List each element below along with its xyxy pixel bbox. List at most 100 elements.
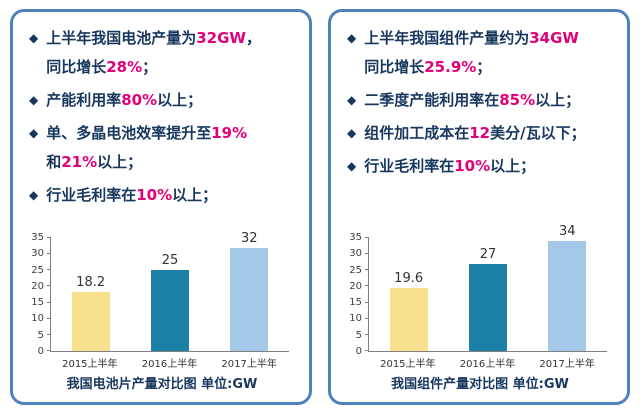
- y-tick-label: 25: [349, 264, 362, 276]
- text-segment: ；: [476, 58, 492, 76]
- text-segment: 产能利用率: [46, 91, 122, 109]
- y-tick-label: 25: [31, 264, 44, 276]
- text-segment: ；: [142, 58, 158, 76]
- text-segment: 行业毛利率在: [364, 157, 455, 175]
- y-axis: 0 5 10 15 20 25 30 35: [345, 233, 367, 357]
- text-segment: 和: [46, 153, 62, 171]
- bullet-item: ◆ 产能利用率80%以上；: [29, 86, 297, 115]
- module-production-chart: 0 5 10 15 20 25 30 35 19.6 27 34 2015上半年 2016上半年 20…: [345, 224, 613, 370]
- x-tick-label: 2015上半年: [62, 359, 118, 370]
- x-tick-label: 2016上半年: [459, 359, 516, 370]
- bar: [71, 292, 110, 351]
- y-tick-mark: [47, 301, 51, 303]
- bullet-item: ◆ 行业毛利率在10%以上；: [29, 181, 297, 210]
- bullet-item: ◆ 上半年我国电池产量为32GW， 同比增长28%；: [29, 24, 297, 82]
- bar-group: 27: [449, 238, 528, 351]
- y-tick-mark: [365, 301, 369, 303]
- y-tick-label: 15: [31, 297, 44, 309]
- highlighted-value: 10%: [136, 186, 173, 204]
- y-tick-mark: [365, 317, 369, 319]
- x-tick-label: 2016上半年: [141, 359, 198, 370]
- bar: [389, 287, 428, 351]
- x-axis-labels: 2015上半年 2016上半年 2017上半年: [368, 355, 607, 370]
- text-segment: 以上；: [97, 153, 143, 171]
- y-tick-label: 10: [31, 313, 44, 325]
- bullet-list: ◆ 上半年我国电池产量为32GW， 同比增长28%； ◆ 产能利用率80%以上； ◆ 单、多…: [27, 24, 297, 222]
- text-segment: 组件加工成本在: [364, 124, 470, 142]
- highlighted-value: 28%: [106, 58, 143, 76]
- text-segment: 以上；: [490, 157, 536, 175]
- y-tick-label: 35: [31, 232, 44, 243]
- bar-value-label: 18.2: [76, 275, 106, 291]
- text-segment: 以上；: [535, 91, 581, 109]
- text-segment: 上半年我国电池产量为: [46, 29, 197, 47]
- bar-group: 32: [210, 231, 289, 351]
- y-tick-label: 20: [349, 280, 362, 292]
- bullet-text: 单、多晶电池效率提升至19% 和21%以上；: [46, 119, 297, 177]
- y-tick-mark: [47, 269, 51, 271]
- y-tick-mark: [365, 237, 369, 238]
- diamond-bullet-icon: ◆: [29, 188, 39, 202]
- bar-group: 19.6: [369, 238, 448, 351]
- y-tick-mark: [47, 237, 51, 238]
- highlighted-value: 80%: [121, 91, 158, 109]
- highlighted-value: 32GW: [196, 29, 246, 47]
- bar-value-label: 19.6: [394, 270, 424, 286]
- y-tick-label: 20: [31, 280, 44, 292]
- y-tick-mark: [47, 285, 51, 287]
- y-tick-label: 30: [349, 248, 362, 260]
- bullet-item: ◆ 二季度产能利用率在85%以上；: [347, 86, 615, 115]
- diamond-bullet-icon: ◆: [347, 93, 357, 107]
- diamond-bullet-icon: ◆: [347, 159, 357, 173]
- bar-value-label: 34: [559, 224, 576, 240]
- text-segment: 以上；: [172, 186, 218, 204]
- bullet-item: ◆ 单、多晶电池效率提升至19% 和21%以上；: [29, 119, 297, 177]
- text-segment: 同比增长: [364, 58, 425, 76]
- diamond-bullet-icon: ◆: [29, 31, 39, 45]
- battery-production-chart: 0 5 10 15 20 25 30 35 18.2 25 32 2015上半年 2016上半年 20…: [27, 224, 295, 370]
- text-segment: 以上；: [157, 91, 203, 109]
- highlighted-value: 85%: [499, 91, 536, 109]
- y-tick-label: 0: [355, 346, 362, 357]
- bar-value-label: 25: [161, 253, 179, 269]
- diamond-bullet-icon: ◆: [29, 93, 39, 107]
- panel-module: ◆ 上半年我国组件产量约为34GW 同比增长25.9%； ◆ 二季度产能利用率在85%以…: [328, 9, 630, 405]
- plot-area: 18.2 25 32: [47, 231, 289, 352]
- x-axis-labels: 2015上半年 2016上半年 2017上半年: [50, 355, 289, 370]
- panel-battery: ◆ 上半年我国电池产量为32GW， 同比增长28%； ◆ 产能利用率80%以上； ◆ 单、多…: [10, 9, 312, 405]
- bullet-text: 上半年我国组件产量约为34GW 同比增长25.9%；: [364, 24, 615, 82]
- y-axis: 0 5 10 15 20 25 30 35: [27, 233, 49, 357]
- y-tick-mark: [365, 253, 369, 255]
- diamond-bullet-icon: ◆: [29, 126, 39, 140]
- highlighted-value: 12: [469, 124, 491, 142]
- highlighted-value: 21%: [61, 153, 98, 171]
- bullet-item: ◆ 组件加工成本在12美分/瓦以下；: [347, 119, 615, 148]
- bullet-text: 行业毛利率在10%以上；: [46, 181, 297, 210]
- bullet-list: ◆ 上半年我国组件产量约为34GW 同比增长25.9%； ◆ 二季度产能利用率在85%以…: [345, 24, 615, 222]
- y-tick-mark: [365, 269, 369, 271]
- diamond-bullet-icon: ◆: [347, 31, 357, 45]
- bullet-item: ◆ 行业毛利率在10%以上；: [347, 152, 615, 181]
- x-tick-label: 2017上半年: [539, 359, 595, 370]
- highlighted-value: 34GW: [529, 29, 579, 47]
- bar-group: 34: [528, 225, 607, 351]
- y-tick-label: 10: [349, 313, 362, 325]
- bar: [230, 247, 269, 351]
- plot-area: 19.6 27 34: [365, 225, 607, 352]
- bullet-item: ◆ 上半年我国组件产量约为34GW 同比增长25.9%；: [347, 24, 615, 82]
- bar-value-label: 27: [479, 246, 497, 262]
- y-tick-mark: [365, 285, 369, 287]
- y-tick-label: 35: [349, 232, 362, 243]
- bullet-text: 组件加工成本在12美分/瓦以下；: [364, 119, 615, 148]
- bar: [548, 241, 587, 351]
- highlighted-value: 25.9%: [424, 58, 477, 76]
- y-tick-label: 30: [31, 248, 44, 260]
- bar: [468, 263, 507, 351]
- y-tick-mark: [47, 333, 51, 335]
- bullet-text: 产能利用率80%以上；: [46, 86, 297, 115]
- highlighted-value: 10%: [454, 157, 491, 175]
- y-tick-mark: [47, 350, 51, 351]
- text-segment: 行业毛利率在: [46, 186, 137, 204]
- text-segment: ，: [245, 29, 261, 47]
